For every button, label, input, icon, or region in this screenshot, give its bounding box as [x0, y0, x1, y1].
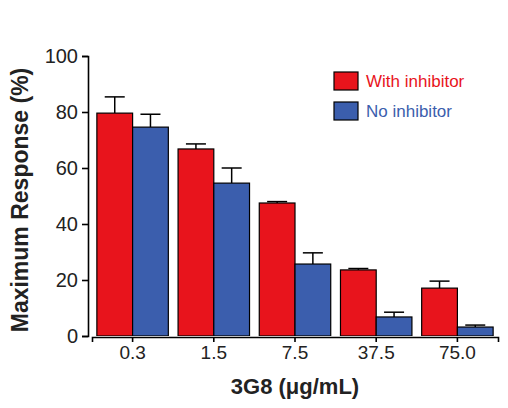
- error-stem: [195, 144, 197, 149]
- y-tick: 20: [56, 269, 88, 291]
- y-tick-mark: [82, 336, 88, 338]
- error-cap: [222, 167, 242, 169]
- error-cap: [303, 252, 323, 254]
- error-stem: [114, 97, 116, 113]
- error-stem: [231, 168, 233, 183]
- x-tick-label: 37.5: [358, 342, 395, 363]
- error-cap: [430, 280, 450, 282]
- error-cap: [465, 324, 485, 326]
- bar: [178, 149, 214, 336]
- y-tick-mark: [82, 56, 88, 58]
- y-tick-label: 80: [56, 101, 78, 123]
- x-axis-title: 3G8 (μg/mL): [231, 374, 359, 399]
- y-tick: 40: [56, 213, 88, 235]
- y-axis-title: Maximum Response (%): [7, 68, 33, 333]
- y-tick-label: 100: [45, 45, 78, 67]
- error-bar: [384, 312, 404, 317]
- bar: [295, 264, 331, 336]
- y-tick-label: 0: [67, 325, 78, 347]
- error-cap: [348, 268, 368, 270]
- x-tick: 0.3: [119, 337, 145, 363]
- y-tick: 80: [56, 101, 88, 123]
- x-tick-label: 7.5: [282, 342, 308, 363]
- legend-label: No inhibitor: [366, 102, 452, 121]
- bar: [340, 270, 376, 336]
- x-tick-mark: [213, 337, 215, 342]
- x-axis-line: [93, 338, 499, 343]
- y-tick: 0: [67, 325, 88, 347]
- bar: [259, 203, 295, 336]
- y-tick-mark: [82, 224, 88, 226]
- y-tick-mark: [82, 112, 88, 114]
- y-axis: 0 20 40 60 80 100: [45, 45, 89, 347]
- error-cap: [140, 113, 160, 115]
- y-tick-label: 40: [56, 213, 78, 235]
- error-bar: [222, 168, 242, 183]
- error-cap: [105, 96, 125, 98]
- series: [133, 114, 494, 336]
- y-tick-mark: [82, 280, 88, 282]
- y-tick: 60: [56, 157, 88, 179]
- error-bar: [186, 144, 206, 149]
- bar: [97, 113, 133, 336]
- x-tick-mark: [132, 337, 134, 342]
- x-tick-label: 0.3: [119, 342, 145, 363]
- y-axis-line: [82, 57, 89, 337]
- y-tick-mark: [82, 168, 88, 170]
- legend-swatch: [334, 72, 358, 90]
- error-cap: [384, 311, 404, 313]
- x-tick: 1.5: [201, 337, 227, 363]
- bar: [133, 127, 169, 336]
- series: [97, 97, 458, 336]
- bar: [214, 183, 250, 336]
- x-tick: 7.5: [282, 337, 308, 363]
- x-tick: 75.0: [439, 337, 476, 363]
- error-cap: [267, 201, 287, 203]
- error-bar: [303, 253, 323, 264]
- x-tick-label: 1.5: [201, 342, 227, 363]
- x-tick-mark: [294, 337, 296, 342]
- x-tick: 37.5: [358, 337, 395, 363]
- legend-swatch: [334, 102, 358, 120]
- legend-label: With inhibitor: [366, 72, 465, 91]
- x-tick-label: 75.0: [439, 342, 476, 363]
- chart: 0 20 40 60 80 100 0.3 1.5 7.5 37.5 75.0 3G8 (μg/mL)…: [0, 0, 508, 408]
- error-stem: [312, 253, 314, 264]
- y-tick-label: 60: [56, 157, 78, 179]
- bar: [422, 288, 458, 336]
- x-axis: 0.3 1.5 7.5 37.5 75.0: [93, 337, 499, 363]
- error-bar: [105, 97, 125, 113]
- plot-area: [97, 97, 493, 336]
- error-bar: [140, 114, 160, 127]
- bar: [457, 327, 493, 336]
- error-cap: [186, 143, 206, 145]
- y-tick-label: 20: [56, 269, 78, 291]
- error-bar: [430, 281, 450, 288]
- x-tick-mark: [375, 337, 377, 342]
- bar: [376, 317, 412, 336]
- x-tick-mark: [457, 337, 459, 342]
- y-tick: 100: [45, 45, 88, 67]
- legend: With inhibitor No inhibitor: [334, 72, 465, 121]
- error-stem: [439, 281, 441, 288]
- error-stem: [150, 114, 152, 127]
